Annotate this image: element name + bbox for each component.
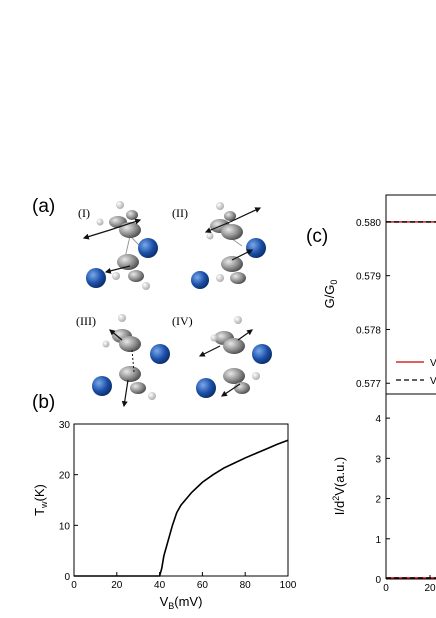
chart-c-bottom-ytick-label: 2 xyxy=(375,495,381,506)
chart-b-ylabel: Tw(K) xyxy=(32,484,49,516)
molecule-label-1: (I) xyxy=(78,206,90,220)
chart-c-bottom-ytick-label: 0 xyxy=(375,575,381,586)
chart-c-top: 0.577 0.578 0.579 0.580 G/G0 V V xyxy=(322,194,436,395)
chart-b-xtick-label: 100 xyxy=(280,580,297,591)
molecule-1-image xyxy=(82,201,158,290)
chart-c-top-ytick-label: 0.577 xyxy=(356,379,381,390)
legend-label-red: V xyxy=(430,358,436,369)
panel-label-b: (b) xyxy=(32,392,56,413)
chart-b-frame xyxy=(73,423,289,577)
chart-c-bottom-xtick-label: 20 xyxy=(424,583,436,594)
chart-c-top-ylabel: G/G0 xyxy=(322,280,339,309)
chart-b-ytick-label: 10 xyxy=(59,521,71,532)
chart-b-xtick-label: 80 xyxy=(240,580,252,591)
molecule-3-image xyxy=(92,314,170,408)
chart-b-ytick-label: 0 xyxy=(64,572,70,583)
chart-c-top-ytick-label: 0.579 xyxy=(356,272,381,283)
panel-label-a: (a) xyxy=(32,196,56,217)
molecule-label-3: (III) xyxy=(76,314,96,328)
chart-b-series-line xyxy=(74,439,289,577)
chart-b-ytick-label: 20 xyxy=(59,471,71,482)
chart-b-ytick-label: 30 xyxy=(59,420,71,431)
chart-b-xtick-label: 20 xyxy=(111,580,123,591)
molecule-2-image xyxy=(191,202,266,289)
chart-c-bottom-ytick-label: 3 xyxy=(375,454,381,465)
chart-c-bottom-ytick-label: 4 xyxy=(375,414,381,425)
chart-c-top-ytick-label: 0.580 xyxy=(356,218,381,229)
chart-b-xtick-label: 60 xyxy=(197,580,209,591)
molecule-label-2: (II) xyxy=(172,206,188,220)
chart-b-xtick-label: 0 xyxy=(71,580,77,591)
chart-c-top-frame xyxy=(385,194,436,395)
molecule-4-image xyxy=(196,316,272,398)
chart-c-bottom-ylabel: I/d2V(a.u.) xyxy=(331,457,347,516)
chart-c-top-ytick-label: 0.578 xyxy=(356,325,381,336)
chart-c-bottom-xtick-label: 0 xyxy=(383,583,389,594)
chart-c-bottom: 0 1 2 3 4 0 20 I/d2V(a.u.) xyxy=(331,394,436,594)
legend-label-black: V xyxy=(430,376,436,387)
chart-b-xtick-label: 40 xyxy=(154,580,166,591)
panel-label-c: (c) xyxy=(306,226,329,247)
chart-c-bottom-ytick-label: 1 xyxy=(375,535,381,546)
molecule-label-4: (IV) xyxy=(172,314,193,328)
chart-b: 0 20 40 60 80 100 0 10 20 30 VB(mV) Tw(K) xyxy=(32,420,297,611)
chart-b-xlabel: VB(mV) xyxy=(160,594,203,611)
